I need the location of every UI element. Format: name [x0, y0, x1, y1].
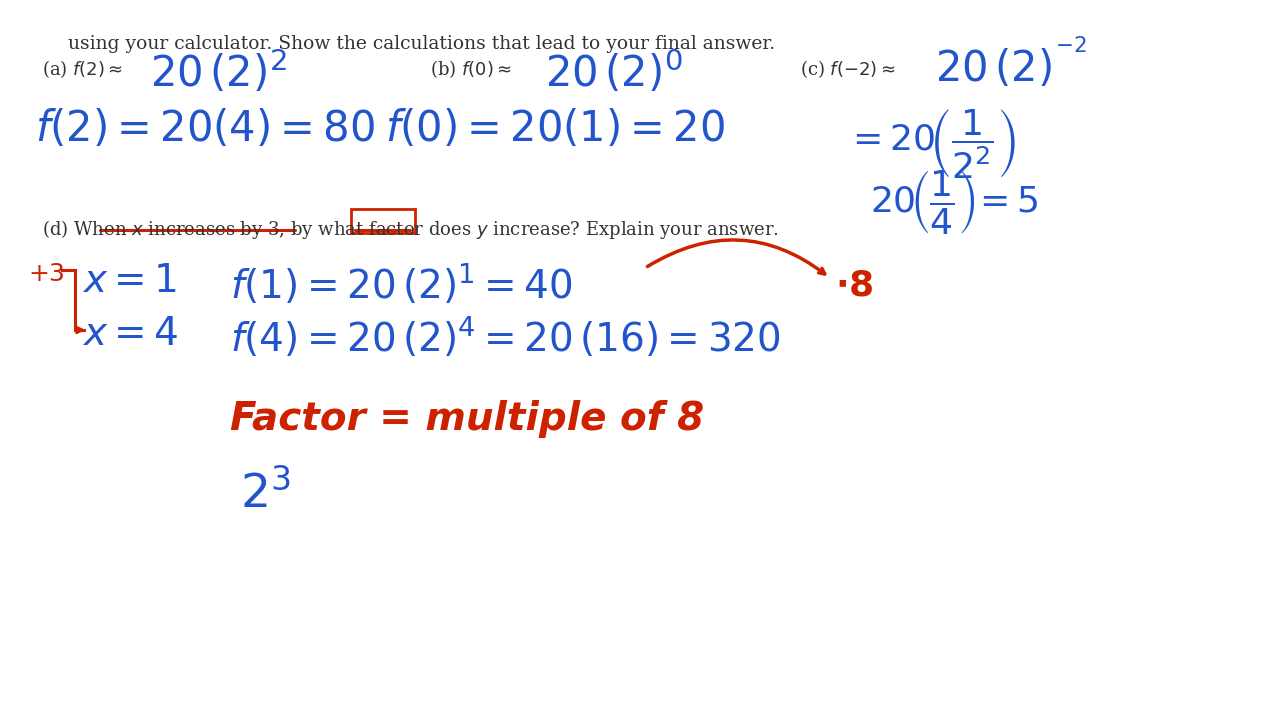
Text: $20\,(2)$: $20\,(2)$ [934, 48, 1052, 90]
Text: $=20\!\left(\dfrac{1}{2^2}\right)$: $=20\!\left(\dfrac{1}{2^2}\right)$ [845, 108, 1016, 181]
Text: $x=1$: $x=1$ [82, 262, 177, 300]
Text: $^{-2}$: $^{-2}$ [1055, 38, 1087, 67]
Text: $f(1)=20\,(2)^1=40$: $f(1)=20\,(2)^1=40$ [230, 262, 572, 306]
Text: $20\,(2)^2$: $20\,(2)^2$ [150, 48, 287, 96]
Text: Factor = multiple of 8: Factor = multiple of 8 [230, 400, 704, 438]
Text: $\mathbf{\cdot 8}$: $\mathbf{\cdot 8}$ [835, 268, 873, 302]
Text: $+3$: $+3$ [28, 262, 65, 286]
Text: (b) $f(0)\approx$: (b) $f(0)\approx$ [430, 58, 512, 80]
Text: $f(0) = 20(1) = 20$: $f(0) = 20(1) = 20$ [385, 108, 724, 150]
Text: $20\,(2)^0$: $20\,(2)^0$ [545, 48, 682, 96]
Text: (c) $f(-2)\approx$: (c) $f(-2)\approx$ [800, 58, 896, 80]
Text: $2^3$: $2^3$ [241, 470, 291, 517]
Text: $f(4)=20\,(2)^4=20\,(16)=320$: $f(4)=20\,(2)^4=20\,(16)=320$ [230, 315, 781, 359]
Text: using your calculator. Show the calculations that lead to your final answer.: using your calculator. Show the calculat… [68, 35, 776, 53]
Text: $f(2) = 20(4) = 80$: $f(2) = 20(4) = 80$ [35, 108, 375, 150]
Text: $20\!\left(\dfrac{1}{4}\right)\!=5$: $20\!\left(\dfrac{1}{4}\right)\!=5$ [870, 168, 1038, 236]
Text: (a) $f(2)\approx$: (a) $f(2)\approx$ [42, 58, 123, 80]
Text: $x=4$: $x=4$ [82, 315, 178, 353]
Text: (d) When $x$ increases by 3, by what factor does $y$ increase? Explain your answ: (d) When $x$ increases by 3, by what fac… [42, 218, 780, 241]
